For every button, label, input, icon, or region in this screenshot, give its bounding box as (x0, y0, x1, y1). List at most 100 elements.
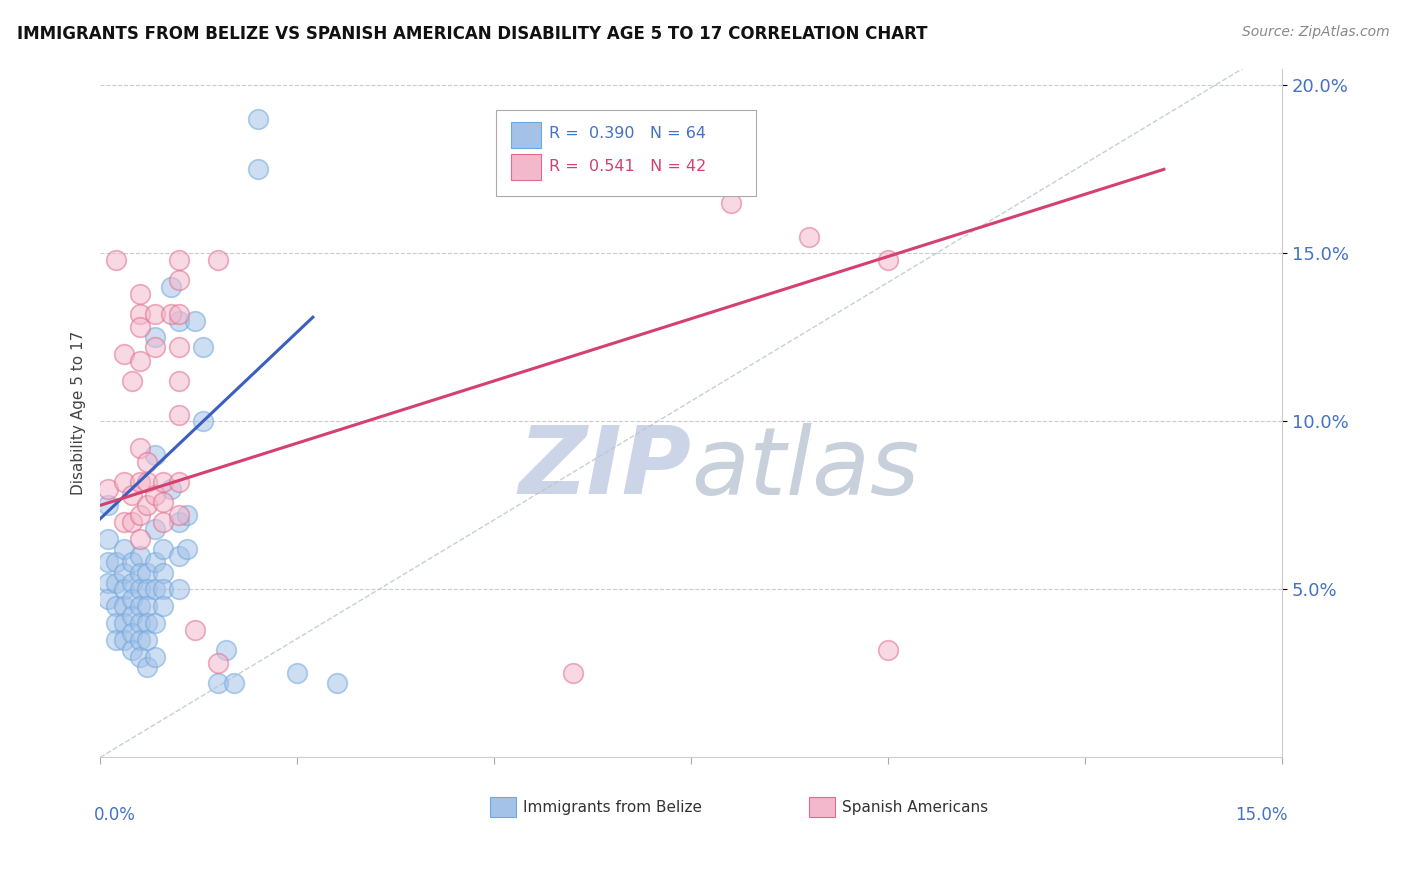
Point (128, 615, 150, 630)
Point (215, 643, 238, 657)
Point (97, 532, 120, 546)
Point (136, 475, 159, 489)
Point (112, 582, 135, 597)
Text: R =  0.541   N = 42: R = 0.541 N = 42 (550, 159, 707, 174)
Point (143, 488, 166, 502)
Point (136, 499, 159, 513)
Text: Immigrants from Belize: Immigrants from Belize (523, 799, 702, 814)
Point (112, 515, 135, 529)
Point (136, 632, 159, 647)
Point (207, 657, 229, 671)
Point (152, 515, 174, 529)
Point (104, 599, 127, 614)
Text: ZIP: ZIP (519, 422, 692, 514)
Bar (491, 797, 516, 817)
Bar (810, 797, 835, 817)
Point (112, 615, 135, 630)
Point (143, 582, 166, 597)
Point (136, 615, 159, 630)
Point (167, 374, 190, 388)
Point (128, 508, 150, 523)
Point (877, 643, 900, 657)
Point (97, 592, 120, 607)
Point (207, 253, 229, 268)
Point (246, 162, 269, 177)
Point (143, 556, 166, 570)
Point (143, 615, 166, 630)
Point (97, 556, 120, 570)
Point (152, 599, 174, 614)
Point (121, 609, 143, 624)
Point (877, 253, 900, 268)
Point (167, 313, 190, 327)
Point (97, 499, 120, 513)
Point (160, 280, 183, 294)
Point (720, 196, 742, 211)
Point (128, 649, 150, 664)
Point (160, 482, 183, 496)
Point (128, 354, 150, 368)
Point (97, 575, 120, 590)
Point (152, 566, 174, 580)
Point (176, 542, 198, 557)
Point (176, 508, 198, 523)
Point (136, 599, 159, 614)
Point (128, 442, 150, 456)
Point (136, 566, 159, 580)
Point (128, 549, 150, 563)
Point (143, 307, 166, 321)
Text: Source: ZipAtlas.com: Source: ZipAtlas.com (1241, 25, 1389, 39)
Point (191, 414, 214, 428)
Point (191, 340, 214, 354)
Point (121, 643, 143, 657)
FancyBboxPatch shape (496, 110, 756, 196)
Point (167, 549, 190, 563)
Point (121, 515, 143, 529)
Bar (512, 154, 541, 180)
Point (128, 582, 150, 597)
Point (207, 676, 229, 690)
Point (152, 475, 174, 489)
Point (183, 623, 205, 637)
Text: atlas: atlas (692, 423, 920, 514)
Point (112, 475, 135, 489)
Point (112, 347, 135, 361)
Text: 0.0%: 0.0% (94, 805, 136, 823)
Point (167, 408, 190, 422)
Point (167, 253, 190, 268)
Point (121, 374, 143, 388)
Text: R =  0.390   N = 64: R = 0.390 N = 64 (550, 127, 706, 142)
Point (167, 340, 190, 354)
Point (128, 566, 150, 580)
Point (152, 582, 174, 597)
Point (143, 522, 166, 536)
Point (121, 556, 143, 570)
Text: IMMIGRANTS FROM BELIZE VS SPANISH AMERICAN DISABILITY AGE 5 TO 17 CORRELATION CH: IMMIGRANTS FROM BELIZE VS SPANISH AMERIC… (17, 25, 928, 43)
Point (136, 659, 159, 673)
Point (104, 556, 127, 570)
Point (561, 666, 583, 681)
Point (104, 632, 127, 647)
Point (285, 666, 308, 681)
Point (104, 253, 127, 268)
Point (143, 649, 166, 664)
Y-axis label: Disability Age 5 to 17: Disability Age 5 to 17 (72, 331, 86, 495)
Point (143, 448, 166, 462)
Point (128, 320, 150, 334)
Point (128, 475, 150, 489)
Point (183, 313, 205, 327)
Text: 15.0%: 15.0% (1236, 805, 1288, 823)
Point (167, 582, 190, 597)
Text: Spanish Americans: Spanish Americans (842, 799, 988, 814)
Point (136, 455, 159, 469)
Point (128, 286, 150, 301)
Point (112, 542, 135, 557)
Point (152, 495, 174, 509)
Point (799, 229, 821, 244)
Point (128, 599, 150, 614)
Point (128, 307, 150, 321)
Point (143, 330, 166, 344)
Point (167, 307, 190, 321)
Point (160, 307, 183, 321)
Point (152, 542, 174, 557)
